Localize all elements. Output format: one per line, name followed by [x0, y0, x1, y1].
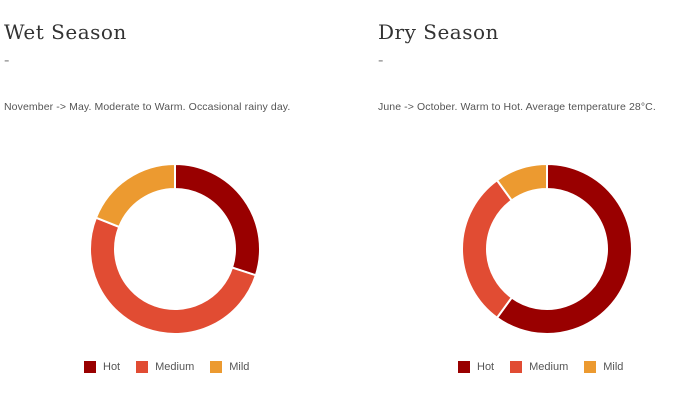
donut-slice-medium[interactable]	[461, 178, 514, 320]
wet-season-title: Wet Season	[4, 20, 127, 44]
legend-item-mild[interactable]: Mild	[210, 361, 249, 373]
dry-season-description: June -> October. Warm to Hot. Average te…	[378, 101, 656, 113]
legend-item-mild[interactable]: Mild	[584, 361, 623, 373]
legend-label-medium: Medium	[155, 361, 195, 373]
wet-season-legend: Hot Medium Mild	[84, 360, 249, 374]
wet-season-description: November -> May. Moderate to Warm. Occas…	[4, 101, 291, 113]
donut-slice-mild[interactable]	[495, 162, 548, 202]
wet-season-panel: Wet Season - November -> May. Moderate t…	[4, 0, 344, 400]
donut-slice-medium[interactable]	[89, 216, 258, 335]
legend-label-mild: Mild	[603, 361, 624, 373]
wet-season-separator: -	[4, 50, 10, 69]
dry-season-title: Dry Season	[378, 20, 499, 44]
legend-label-mild: Mild	[229, 361, 250, 373]
legend-item-medium[interactable]: Medium	[510, 361, 568, 373]
legend-label-hot: Hot	[103, 361, 121, 373]
legend-swatch-mild	[210, 361, 223, 373]
legend-label-hot: Hot	[477, 361, 495, 373]
dry-season-separator: -	[378, 50, 384, 69]
legend-item-hot[interactable]: Hot	[458, 361, 494, 373]
donut-slice-hot[interactable]	[495, 162, 633, 335]
dry-season-panel: Dry Season - June -> October. Warm to Ho…	[378, 0, 700, 400]
legend-swatch-hot	[458, 361, 470, 373]
legend-label-medium: Medium	[529, 361, 569, 373]
dry-season-donut-chart	[461, 162, 633, 335]
dry-season-legend: Hot Medium Mild	[458, 360, 623, 374]
legend-item-hot[interactable]: Hot	[84, 361, 120, 373]
legend-swatch-medium	[136, 361, 149, 373]
donut-slice-mild[interactable]	[94, 162, 176, 229]
legend-swatch-mild	[584, 361, 597, 373]
legend-swatch-medium	[510, 361, 523, 373]
legend-item-medium[interactable]: Medium	[136, 361, 194, 373]
wet-season-donut-chart	[89, 162, 261, 335]
legend-swatch-hot	[84, 361, 96, 373]
donut-slice-hot[interactable]	[174, 162, 261, 277]
